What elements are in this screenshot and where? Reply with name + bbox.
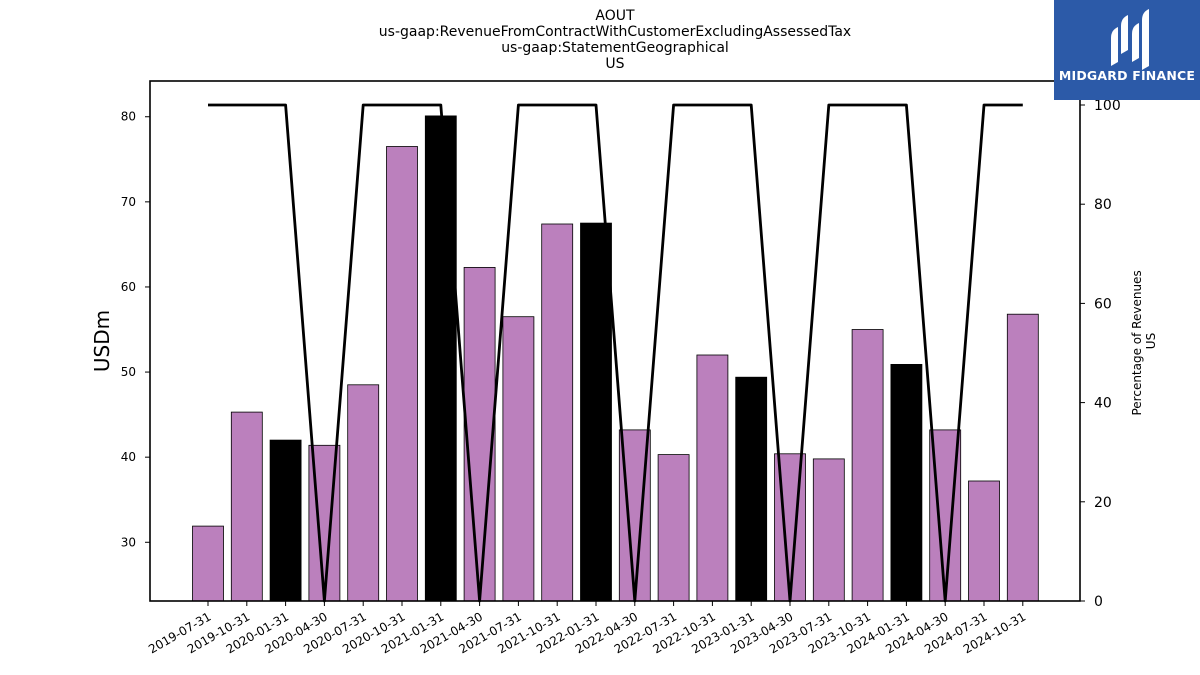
chart-title-line: us-gaap:RevenueFromContractWithCustomerE… <box>379 24 851 40</box>
bar <box>269 439 302 602</box>
bar <box>347 384 380 602</box>
chart-title-line: US <box>605 56 624 72</box>
y-tick-label: 50 <box>121 365 136 379</box>
y-right-tick-label: 80 <box>1094 197 1112 213</box>
y-right-tick-label: 20 <box>1094 495 1112 511</box>
y-tick-label: 80 <box>121 110 136 124</box>
bar <box>386 146 418 602</box>
percentage-line-series <box>208 103 1023 603</box>
bar <box>812 458 845 602</box>
y-tick-label: 60 <box>121 280 136 294</box>
bar <box>192 525 224 602</box>
y-axis-label-right-line-2: US <box>1144 333 1158 349</box>
bar <box>230 411 263 602</box>
y-axis-right: 0 20 40 60 80 100 <box>1080 98 1121 610</box>
chart-title-line: AOUT <box>595 8 635 24</box>
bar <box>1006 313 1039 602</box>
bars <box>192 115 1039 602</box>
bar <box>735 376 768 602</box>
bar <box>580 222 612 602</box>
bar <box>424 115 457 602</box>
y-right-tick-label: 0 <box>1094 594 1103 610</box>
y-right-tick-label: 100 <box>1094 98 1121 114</box>
logo-text: MIDGARD FINANCE <box>1058 68 1196 83</box>
midgard-finance-logo: MIDGARD FINANCE <box>1054 0 1200 100</box>
y-tick-label: 30 <box>121 535 136 549</box>
bar <box>696 354 729 602</box>
y-right-tick-label: 40 <box>1094 396 1112 412</box>
bar <box>541 223 574 602</box>
x-axis: 2019-07-312019-10-312020-01-312020-04-30… <box>146 601 1028 656</box>
y-axis-label-left: USDm <box>90 310 114 372</box>
midgard-logo-icon <box>1111 9 1149 70</box>
y-axis-left: 30 40 50 60 70 80 <box>121 110 150 549</box>
y-tick-label: 40 <box>121 450 136 464</box>
plot-frame <box>149 80 1081 602</box>
y-tick-label: 70 <box>121 195 136 209</box>
y-right-tick-label: 60 <box>1094 296 1112 312</box>
bar <box>657 454 690 602</box>
bar <box>502 316 535 602</box>
chart-title: AOUTus-gaap:RevenueFromContractWithCusto… <box>379 8 851 72</box>
bar <box>851 329 884 602</box>
bar <box>463 266 496 602</box>
chart-title-line: us-gaap:StatementGeographical <box>501 40 729 56</box>
line-series <box>208 103 1023 603</box>
y-axis-label-right: Percentage of Revenues US <box>1130 266 1158 415</box>
bar <box>968 480 1000 602</box>
y-axis-label-right-line-1: Percentage of Revenues <box>1130 270 1144 415</box>
bar <box>890 363 923 602</box>
